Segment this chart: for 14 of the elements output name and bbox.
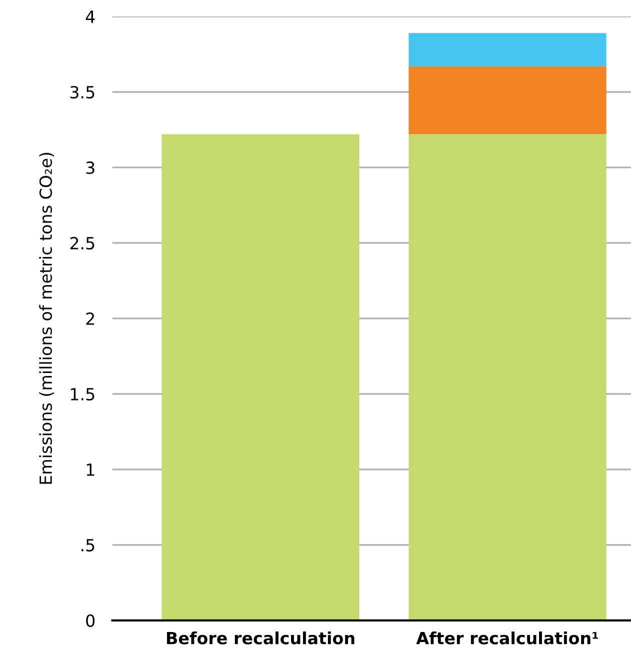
y-tick-label: 2 [86,312,94,325]
y-tick-label: 3.5 [70,86,94,99]
bar [408,66,606,134]
bar [408,33,606,66]
y-tick-label: 1.5 [70,388,94,401]
y-tick-label: 0 [86,614,95,627]
y-tick-label: 2.5 [70,236,94,250]
x-tick-label: After recalculation¹ [416,632,598,644]
y-tick-label: 3 [86,161,94,174]
y-tick-label: 1 [86,464,94,476]
y-axis-title: Emissions (millions of metric tons CO₂e) [39,152,54,484]
y-tick-label: .5 [82,539,94,552]
y-tick-label: 4 [86,10,95,23]
x-tick-label: Before recalculation [166,632,354,644]
